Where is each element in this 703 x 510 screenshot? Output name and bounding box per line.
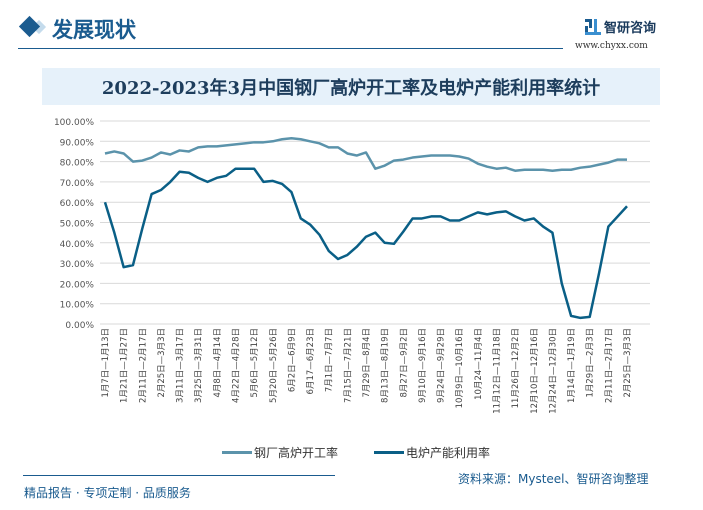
y-tick-label: 10.00%: [60, 301, 95, 311]
y-tick-label: 20.00%: [60, 280, 95, 290]
x-tick-label: 8月13日—8月19日: [381, 328, 391, 403]
x-tick-label: 1月7日—1月13日: [101, 328, 111, 398]
footer-slogan: 精品报告 · 专项定制 · 品质服务: [24, 486, 191, 500]
legend-item-electric-furnace: 电炉产能利用率: [374, 444, 490, 461]
legend-label: 钢厂高炉开工率: [254, 446, 339, 460]
y-tick-label: 0.00%: [65, 321, 94, 331]
header-divider: [18, 48, 563, 49]
x-tick-label: 8月27日—9月2日: [399, 328, 409, 398]
x-tick-label: 6月17—6月23日: [306, 328, 316, 394]
x-tick-label: 9月10日—9月16日: [418, 328, 428, 403]
x-tick-label: 3月11日—3月17日: [176, 328, 186, 403]
legend: 钢厂高炉开工率 电炉产能利用率: [222, 444, 490, 461]
x-tick-label: 7月29日—8月4日: [362, 328, 372, 398]
y-tick-label: 70.00%: [60, 179, 95, 189]
x-tick-label: 5月20日—5月26日: [269, 328, 279, 403]
x-tick-label: 7月1日—7月7日: [325, 328, 335, 392]
x-tick-label: 4月22日—4月28日: [232, 328, 242, 403]
series-line-0: [104, 137, 627, 172]
x-tick-label: 10月24—11月4日: [474, 328, 484, 400]
x-tick-label: 5月6日—5月12日: [250, 328, 260, 398]
x-tick-label: 10月9日—10月16日: [455, 328, 465, 408]
series-line-1: [103, 167, 628, 320]
y-tick-label: 100.00%: [54, 118, 94, 128]
x-tick-label: 11月12日—11月18日: [493, 328, 503, 414]
y-tick-label: 30.00%: [60, 260, 95, 270]
x-tick-label: 7月15日—7月21日: [343, 328, 353, 403]
source-note: 资料来源：Mysteel、智研咨询整理: [458, 472, 649, 486]
x-tick-label: 12月10日—12月16日: [530, 328, 540, 414]
legend-item-blast-furnace: 钢厂高炉开工率: [222, 444, 338, 461]
x-tick-label: 2月25日—3月3日: [157, 328, 167, 398]
x-tick-label: 12月24日—12月30日: [548, 328, 558, 414]
x-tick-label: 6月2日—6月9日: [287, 328, 297, 392]
y-tick-label: 50.00%: [60, 220, 95, 230]
y-tick-label: 60.00%: [60, 199, 95, 209]
chart-title: 2022-2023年3月中国钢厂高炉开工率及电炉产能利用率统计: [42, 68, 660, 105]
x-tick-label: 11月26日—12月2日: [511, 328, 521, 408]
logo-text: 智研咨询: [604, 21, 657, 36]
y-tick-label: 40.00%: [60, 240, 95, 250]
logo: 智研咨询: [585, 17, 656, 36]
y-tick-label: 80.00%: [60, 159, 95, 169]
x-tick-label: 2月11日—2月17日: [604, 328, 614, 403]
x-tick-label: 9月24日—9月29日: [437, 328, 447, 403]
section-title: 发展现状: [52, 18, 136, 42]
footer-divider: [23, 475, 335, 476]
x-tick-label: 1月21日—1月27日: [120, 328, 130, 403]
x-tick-label: 2月25日—3月3日: [623, 328, 633, 398]
x-tick-label: 4月8日—4月14日: [213, 328, 223, 398]
legend-label: 电炉产能利用率: [406, 446, 491, 460]
y-tick-label: 90.00%: [60, 138, 95, 148]
x-tick-label: 3月25日—3月31日: [194, 328, 204, 403]
x-tick-label: 2月11日—2月17日: [138, 328, 148, 403]
logo-icon: [585, 18, 601, 35]
logo-url: www.chyxx.com: [575, 41, 648, 51]
x-tick-label: 1月14日—1月19日: [567, 328, 577, 403]
x-tick-label: 1月29日—2月3日: [586, 328, 596, 398]
